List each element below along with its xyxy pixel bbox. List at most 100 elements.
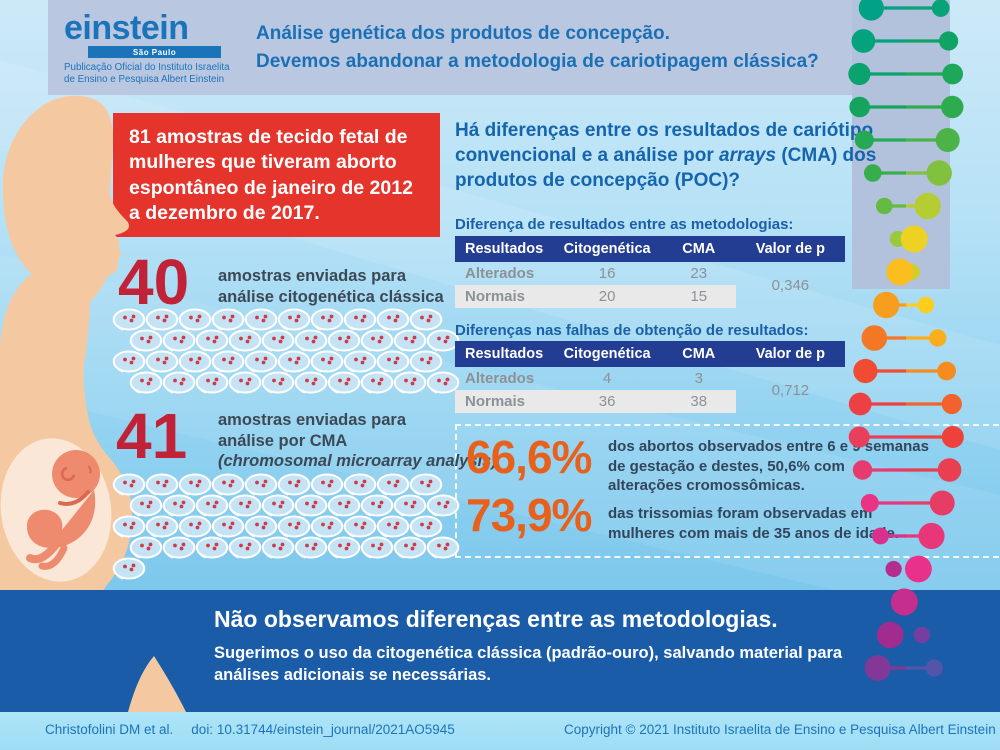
petri-dish-icon — [261, 536, 295, 559]
petri-dish-icon — [129, 329, 163, 352]
petri-dish-icon — [310, 515, 344, 538]
petri-dish-icon — [277, 473, 311, 496]
petri-dish-icon — [310, 350, 344, 373]
petri-dish-icon — [294, 371, 328, 394]
row-label: Alterados — [465, 370, 535, 387]
petri-dish-icon — [426, 494, 460, 517]
petri-dish-icon — [343, 308, 377, 331]
sample-40-label: amostras enviadas para análise citogenét… — [218, 267, 444, 306]
cell-value: 16 — [598, 265, 616, 282]
petri-dish-icon — [343, 350, 377, 373]
petri-dish-icon — [112, 350, 146, 373]
key-stats-box — [455, 424, 999, 558]
title-line-2: Devemos abandonar a metodologia de cario… — [256, 51, 819, 72]
col-header: Resultados — [455, 236, 553, 262]
dna-strand-front — [848, 0, 964, 681]
cell-value: 36 — [552, 390, 662, 413]
petri-dish-icon — [409, 515, 443, 538]
petri-dish-icon — [261, 494, 295, 517]
petri-dish-icon — [294, 494, 328, 517]
cell-value: 4 — [602, 370, 612, 387]
col-header: Valor de p — [735, 236, 845, 262]
petri-dish-icon — [327, 536, 361, 559]
petri-dish-icon — [178, 308, 212, 331]
petri-dish-icon — [409, 473, 443, 496]
petri-dish-icon — [244, 473, 278, 496]
petri-dish-icon — [112, 557, 146, 580]
petri-dish-icon — [393, 494, 427, 517]
sample-count-41: 41 — [116, 400, 188, 472]
title-line-1: Análise genética dos produtos de concepç… — [256, 23, 670, 44]
research-question: Há diferenças entre os resultados de car… — [455, 120, 877, 192]
petri-dish-icon — [343, 515, 377, 538]
table-2-title: Diferenças nas falhas de obtenção de res… — [455, 322, 809, 339]
petri-dish-icon — [195, 494, 229, 517]
petri-dish-icon — [228, 494, 262, 517]
p-value: 0,346 — [771, 276, 810, 294]
stat-2-value: 73,9% — [466, 489, 592, 541]
cell-value: 3 — [694, 370, 703, 387]
petri-dish-icon — [211, 473, 245, 496]
p-value: 0,712 — [771, 381, 810, 399]
petri-dish-icon — [178, 350, 212, 373]
cell-value: 23 — [690, 265, 708, 282]
petri-dish-icon — [162, 371, 196, 394]
row-label: Normais — [455, 285, 553, 308]
petri-dish-icon — [211, 350, 245, 373]
col-header: Resultados — [455, 341, 553, 367]
conclusion-detail: Sugerimos o uso da citogenética clássica… — [214, 644, 843, 685]
petri-dish-icon — [261, 329, 295, 352]
petri-dish-icon — [145, 350, 179, 373]
logo-region-bar: São Paulo — [88, 46, 221, 58]
petri-dish-icon — [327, 329, 361, 352]
row-label: Alterados — [465, 265, 535, 282]
results-table-1: Resultados Citogenética CMA Valor de p A… — [455, 236, 845, 308]
logo-region-label: São Paulo — [132, 47, 177, 57]
dna-helix-graphic — [848, 0, 964, 681]
petri-dish-icon — [310, 473, 344, 496]
petri-dish-icon — [178, 515, 212, 538]
petri-dish-grid-41 — [112, 472, 484, 612]
petri-dish-icon — [376, 308, 410, 331]
petri-dish-icon — [294, 329, 328, 352]
sample-count-40: 40 — [118, 246, 190, 318]
petri-dish-icon — [426, 536, 460, 559]
results-table-2: Resultados Citogenética CMA Valor de p A… — [455, 341, 845, 413]
pregnant-woman-graphic — [0, 95, 350, 750]
petri-dish-icon — [261, 371, 295, 394]
footer-citation: Christofolini DM et al. doi: 10.31744/ei… — [45, 722, 455, 737]
petri-dish-icon — [211, 515, 245, 538]
petri-dish-icon — [277, 308, 311, 331]
petri-dish-icon — [360, 536, 394, 559]
col-header: CMA — [661, 341, 736, 367]
petri-dish-icon — [376, 515, 410, 538]
stat-2-text: das trissomias foram observadas em mulhe… — [608, 505, 899, 542]
petri-dish-icon — [409, 308, 443, 331]
petri-dish-icon — [393, 536, 427, 559]
petri-dish-icon — [310, 308, 344, 331]
petri-dish-icon — [178, 473, 212, 496]
petri-dish-icon — [162, 536, 196, 559]
petri-dish-icon — [129, 371, 163, 394]
petri-dish-icon — [393, 329, 427, 352]
petri-dish-icon — [327, 371, 361, 394]
petri-dish-icon — [162, 329, 196, 352]
petri-dish-icon — [294, 536, 328, 559]
petri-dish-icon — [112, 308, 146, 331]
col-header: Citogenética — [552, 236, 662, 262]
dna-strand-back — [848, 0, 963, 677]
petri-dish-icon — [145, 515, 179, 538]
petri-dish-icon — [195, 536, 229, 559]
petri-dish-icon — [228, 536, 262, 559]
study-summary-text: 81 amostras de tecido fetal de mulheres … — [129, 126, 413, 225]
petri-dish-icon — [129, 494, 163, 517]
petri-dish-icon — [409, 350, 443, 373]
petri-dish-icon — [145, 473, 179, 496]
petri-dish-icon — [112, 515, 146, 538]
conclusion-headline: Não observamos diferenças entre as metod… — [214, 606, 778, 632]
petri-dish-icon — [360, 329, 394, 352]
sample-41-label: amostras enviadas para análise por CMA (… — [218, 411, 497, 471]
col-header: CMA — [661, 236, 736, 262]
footer-copyright: Copyright © 2021 Instituto Israelita de … — [564, 722, 996, 737]
